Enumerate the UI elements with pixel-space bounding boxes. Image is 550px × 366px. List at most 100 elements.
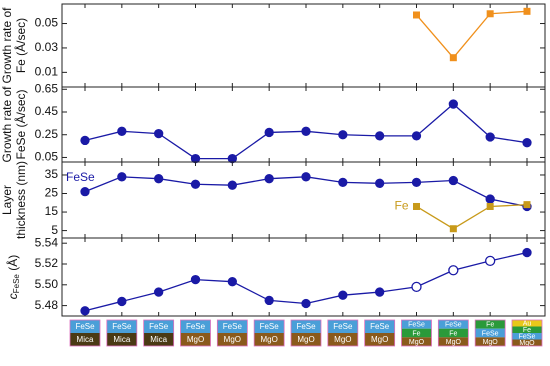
layer: [438, 320, 469, 329]
y-tick-label: 35: [45, 167, 59, 181]
layer: [106, 320, 137, 333]
y-tick-label: 5.54: [35, 235, 59, 249]
layer-label: FeSe: [370, 322, 390, 331]
layer-label: MgO: [371, 335, 388, 344]
data-point: [154, 174, 164, 184]
panel-frame: [61, 86, 546, 163]
sample-frame: [364, 319, 396, 347]
legend-label: Fe: [394, 199, 408, 213]
layer: [401, 337, 432, 346]
data-point: [338, 177, 348, 188]
data-point: [190, 179, 201, 189]
data-point: [522, 138, 532, 148]
data-point: [154, 287, 164, 297]
layer-label: FeSe: [519, 334, 536, 341]
data-point: [413, 202, 420, 210]
layer: [217, 333, 248, 346]
panel-frame: [61, 3, 546, 88]
layer-label: FeSe: [445, 322, 462, 329]
layer: [70, 320, 100, 333]
sample-frame: [327, 319, 359, 347]
layer-label: MgO: [260, 335, 277, 344]
y-axis-label: FeSe (Å/sec): [13, 89, 28, 159]
y-tick-label: 15: [45, 204, 59, 218]
y-tick-label: 0.65: [35, 81, 59, 95]
layer: [180, 333, 211, 346]
layer: [512, 320, 542, 327]
layer: [70, 333, 100, 346]
legend-label: FeSe: [66, 170, 95, 184]
sample-frame: [143, 319, 175, 347]
layer-label: Fe: [412, 330, 420, 337]
layer-label: FeSe: [408, 322, 425, 329]
y-tick-label: 0.45: [35, 104, 59, 118]
sample-frame: [253, 319, 285, 347]
y-tick-label: 0.25: [35, 127, 59, 141]
data-point: [117, 172, 127, 182]
layer: [106, 333, 137, 346]
layer: [475, 320, 506, 329]
layer-label: Mica: [150, 335, 167, 344]
y-axis-label-part: c: [6, 293, 20, 299]
y-tick-label: 0.03: [35, 40, 59, 54]
layer-label: Fe: [523, 327, 531, 334]
layer: [512, 339, 542, 346]
y-tick-label: 5.50: [35, 277, 59, 291]
data-point: [301, 126, 311, 136]
data-point: [80, 135, 90, 146]
layer: [401, 320, 432, 329]
layer: [143, 333, 174, 346]
y-tick-label: 5.48: [35, 298, 59, 312]
layer-label: FeSe: [296, 322, 316, 331]
data-point: [338, 290, 348, 300]
data-point: [301, 172, 311, 182]
data-point: [485, 194, 495, 204]
data-point: [411, 281, 422, 293]
data-point: [448, 265, 459, 276]
sample-frame: [474, 319, 506, 347]
sample-frame: [511, 319, 543, 347]
layer-label: MgO: [409, 339, 425, 346]
data-point: [338, 130, 348, 140]
sample-frame: [180, 319, 211, 347]
data-point: [264, 295, 274, 306]
layer-label: FeSe: [482, 330, 499, 337]
layer: [438, 337, 469, 346]
layer: [401, 328, 432, 338]
data-point: [375, 131, 385, 141]
layer: [327, 333, 358, 346]
data-point: [117, 126, 127, 136]
data-point: [190, 153, 201, 164]
layer: [475, 328, 506, 338]
data-point: [264, 127, 274, 138]
data-point: [227, 180, 237, 190]
layer: [291, 320, 321, 333]
layer-label: FeSe: [112, 322, 132, 331]
data-point: [264, 174, 274, 184]
layer-label: MgO: [187, 335, 204, 344]
layer-label: FeSe: [186, 322, 206, 331]
y-axis-label: Layer: [0, 185, 14, 215]
layer: [143, 320, 174, 333]
data-point: [448, 99, 458, 109]
data-point: [522, 247, 532, 258]
layer-label: MgO: [446, 339, 462, 346]
y-axis-label-part: (Å): [5, 255, 20, 274]
data-point: [485, 132, 495, 142]
y-tick-label: 5.52: [35, 256, 59, 270]
layer: [364, 333, 395, 346]
sample-frame: [69, 319, 101, 347]
layer: [512, 326, 542, 333]
series-line: [416, 203, 528, 230]
layer-label: FeSe: [149, 322, 169, 331]
layer: [254, 320, 285, 333]
layer-label: Au: [523, 321, 532, 328]
layer-label: Fe: [449, 330, 457, 337]
data-point: [486, 202, 494, 210]
data-point: [411, 131, 422, 141]
layer-label: MgO: [224, 335, 241, 344]
layer-label: FeSe: [75, 322, 95, 331]
layer-label: MgO: [297, 335, 314, 344]
data-point: [80, 306, 90, 316]
